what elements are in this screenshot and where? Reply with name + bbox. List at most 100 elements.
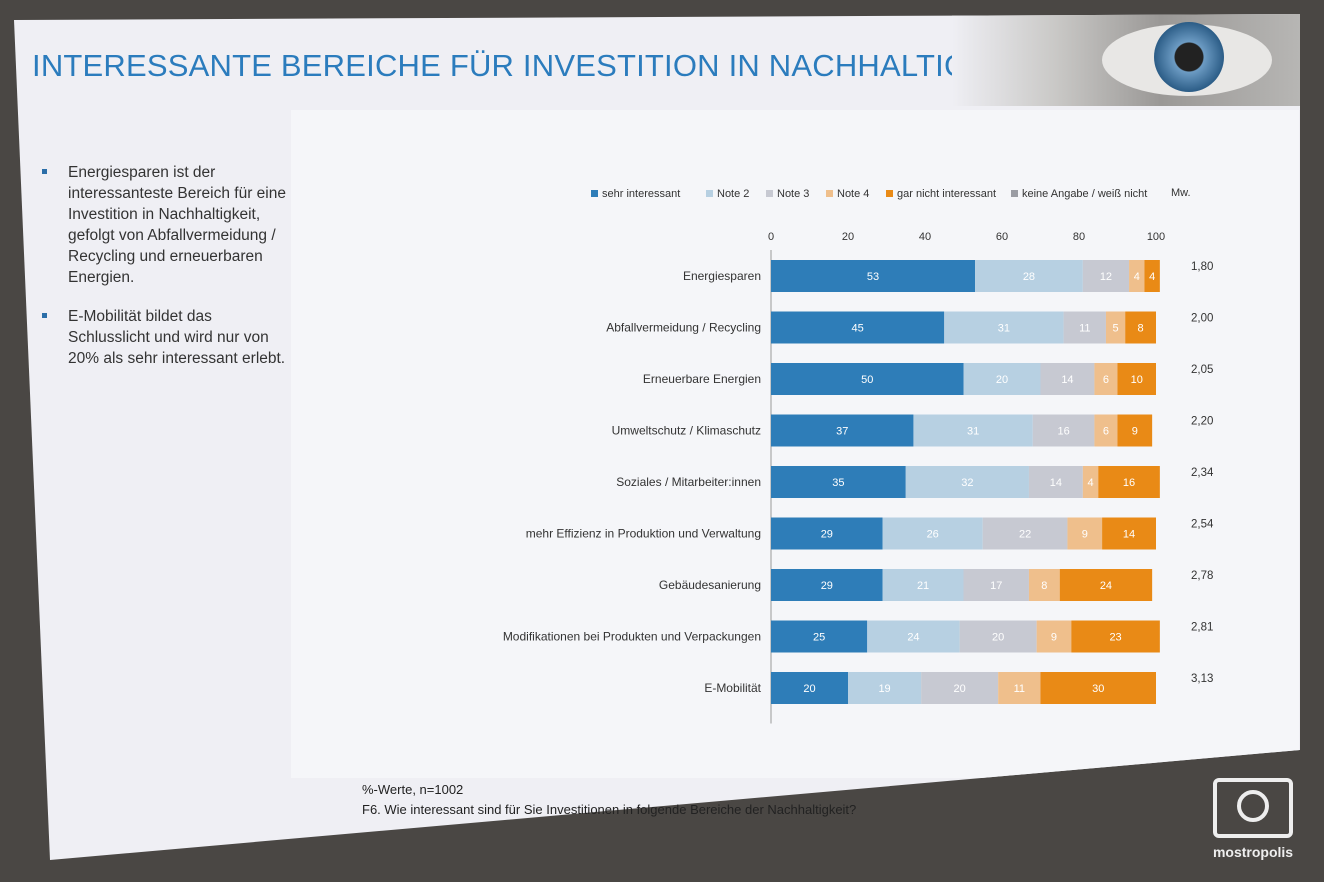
legend-label: Note 4 <box>837 188 869 200</box>
slide: INTERESSANTE BEREICHE FÜR INVESTITION IN… <box>14 14 1300 860</box>
bar-value-label: 22 <box>1019 529 1031 541</box>
bar-value-label: 12 <box>1100 271 1112 283</box>
bar-segment <box>963 569 1029 601</box>
slide-title: INTERESSANTE BEREICHE FÜR INVESTITION IN… <box>32 48 1038 83</box>
legend-swatch <box>706 190 713 197</box>
bullet-marker-icon <box>42 313 47 318</box>
bullet-list: Energiesparen ist der interessanteste Be… <box>42 162 292 387</box>
bar-value-label: 14 <box>1050 477 1062 489</box>
bullet-item: E-Mobilität bildet das Schlusslicht und … <box>42 306 292 369</box>
bar-segment <box>867 620 960 653</box>
bar-value-label: 19 <box>878 683 890 695</box>
eye-iris-icon <box>1154 22 1224 92</box>
legend-label: sehr interessant <box>602 188 680 200</box>
bar-value-label: 8 <box>1041 580 1047 592</box>
legend-swatch <box>886 190 893 197</box>
bar-segment <box>1067 517 1103 550</box>
bar-segment <box>1094 363 1118 395</box>
bullet-text: E-Mobilität bildet das Schlusslicht und … <box>68 308 286 367</box>
chart-panel: sehr interessant Note 2 Note 3 Note 4 gar ni… <box>291 110 1299 778</box>
bar-segment <box>998 672 1041 704</box>
bar-value-label: 4 <box>1149 271 1155 283</box>
bar-segment <box>1028 466 1083 498</box>
bullet-text: Energiesparen ist der interessanteste Be… <box>68 164 286 286</box>
bar-segment <box>975 260 1083 292</box>
bar-value-label: 35 <box>832 477 844 489</box>
bar-segment <box>921 672 999 704</box>
bar-segment <box>913 414 1033 447</box>
category-label: Abfallvermeidung / Recycling <box>606 321 761 335</box>
bar-segment <box>1036 620 1072 653</box>
bar-value-label: 24 <box>1100 580 1112 592</box>
bar-segment <box>771 620 868 653</box>
bar-segment <box>771 414 914 447</box>
bar-value-label: 5 <box>1113 323 1119 335</box>
watermark-text: mostropolis <box>1212 844 1294 860</box>
bar-segment <box>959 620 1037 653</box>
category-label: Soziales / Mitarbeiter:innen <box>616 475 761 489</box>
bar-segment <box>848 672 922 704</box>
bar-value-label: 20 <box>803 683 815 695</box>
bar-segment <box>1117 414 1153 447</box>
bar-segment <box>1102 517 1156 550</box>
bar-segment <box>982 517 1068 550</box>
bar-segment <box>771 569 883 601</box>
bar-segment <box>1059 569 1153 601</box>
bar-segment <box>771 466 906 498</box>
bar-value-label: 24 <box>907 632 919 644</box>
bar-value-label: 53 <box>867 271 879 283</box>
bar-value-label: 31 <box>967 426 979 438</box>
bar-value-label: 11 <box>1014 683 1025 695</box>
bar-value-label: 21 <box>917 580 929 592</box>
bar-segment <box>771 672 848 704</box>
x-tick-label: 0 <box>768 231 774 243</box>
bar-segment <box>1144 260 1160 292</box>
bar-segment <box>1098 466 1160 498</box>
bar-value-label: 9 <box>1132 426 1138 438</box>
category-label: Gebäudesanierung <box>659 578 761 592</box>
bar-value-label: 26 <box>927 529 939 541</box>
bar-segment <box>882 569 964 601</box>
bar-segment <box>1032 414 1095 447</box>
bullet-item: Energiesparen ist der interessanteste Be… <box>42 162 292 288</box>
bar-value-label: 6 <box>1103 374 1109 386</box>
x-tick-label: 100 <box>1147 231 1165 243</box>
bar-value-label: 8 <box>1138 323 1144 335</box>
category-label: mehr Effizienz in Produktion und Verwalt… <box>526 527 761 541</box>
bar-value-label: 6 <box>1103 426 1109 438</box>
bar-value-label: 16 <box>1123 477 1135 489</box>
x-tick-label: 60 <box>996 231 1008 243</box>
bar-value-label: 32 <box>961 477 973 489</box>
bar-value-label: 20 <box>996 374 1008 386</box>
footer-sample-note: %-Werte, n=1002 <box>362 782 464 797</box>
legend-swatch <box>1011 190 1018 197</box>
mean-value-label: 2,00 <box>1191 313 1213 325</box>
bar-segment <box>944 311 1064 344</box>
mean-value-label: 2,34 <box>1191 467 1214 479</box>
bar-segment <box>1117 363 1156 395</box>
category-label: Modifikationen bei Produkten und Verpack… <box>503 630 761 644</box>
bar-segment <box>771 363 964 395</box>
bar-segment <box>905 466 1029 498</box>
mean-value-label: 2,20 <box>1191 416 1213 428</box>
bar-value-label: 10 <box>1131 374 1143 386</box>
legend-label: gar nicht interessant <box>897 188 996 200</box>
footer: %-Werte, n=1002 F6. Wie interessant sind… <box>362 780 856 820</box>
bar-segment <box>1071 620 1160 653</box>
bar-value-label: 14 <box>1123 529 1135 541</box>
bar-value-label: 45 <box>852 323 864 335</box>
x-tick-label: 20 <box>842 231 854 243</box>
x-tick-label: 80 <box>1073 231 1085 243</box>
bar-segment <box>882 517 983 550</box>
legend-label: Note 3 <box>777 188 809 200</box>
bar-segment <box>1125 311 1156 344</box>
legend-label: Note 2 <box>717 188 749 200</box>
bar-value-label: 50 <box>861 374 873 386</box>
mean-value-label: 2,54 <box>1191 519 1214 531</box>
bar-value-label: 29 <box>821 529 833 541</box>
legend-label: keine Angabe / weiß nicht <box>1022 188 1147 200</box>
bar-value-label: 11 <box>1079 323 1090 335</box>
legend-swatch <box>766 190 773 197</box>
bar-value-label: 4 <box>1087 477 1093 489</box>
mean-value-label: 2,81 <box>1191 622 1213 634</box>
